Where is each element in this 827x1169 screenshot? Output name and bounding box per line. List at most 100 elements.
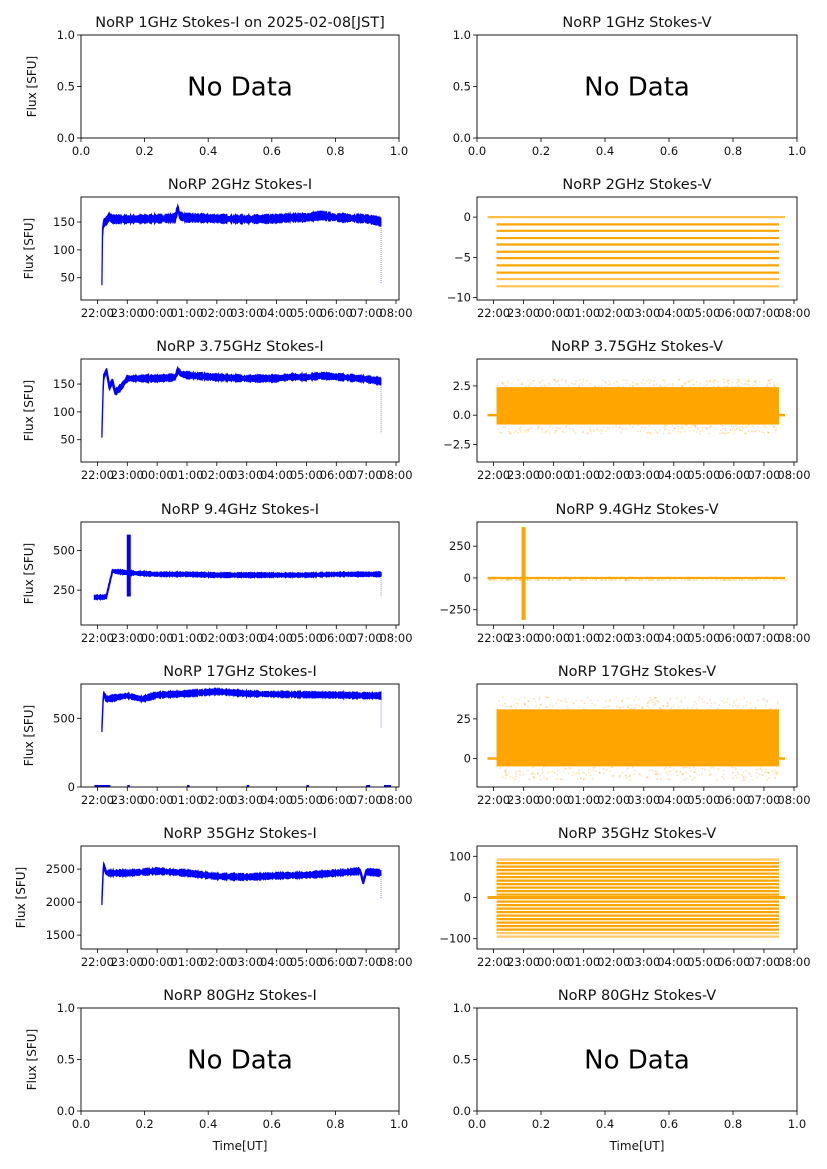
noise-point xyxy=(682,576,684,579)
x-tick-label: 08:00 xyxy=(379,631,412,645)
x-tick-label: 23:00 xyxy=(111,955,144,969)
noise-point xyxy=(714,702,716,704)
y-axis-label: Flux [SFU] xyxy=(25,1029,39,1090)
noise-point xyxy=(732,772,734,774)
noise-point xyxy=(506,578,509,581)
noise-point xyxy=(698,432,701,435)
noise-point xyxy=(747,430,750,432)
noise-point xyxy=(764,579,766,581)
noise-point xyxy=(752,425,754,428)
noise-point xyxy=(701,773,703,775)
noise-point xyxy=(733,702,735,704)
noise-point xyxy=(767,431,770,434)
noise-point xyxy=(713,386,715,388)
noise-point xyxy=(656,576,659,579)
noise-point xyxy=(735,579,737,581)
noise-point xyxy=(500,432,502,434)
x-tick-label: 01:00 xyxy=(567,793,600,807)
noise-point xyxy=(524,704,526,706)
x-tick-label: 01:00 xyxy=(170,306,203,320)
noise-point xyxy=(543,766,545,768)
x-tick-label: 04:00 xyxy=(657,631,690,645)
noise-point xyxy=(698,386,701,388)
noise-point xyxy=(638,579,640,581)
noise-point xyxy=(610,579,613,581)
noise-point xyxy=(730,425,733,427)
noise-point xyxy=(750,775,753,777)
noise-point xyxy=(672,705,675,707)
noise-point xyxy=(727,579,730,581)
noise-point xyxy=(751,779,753,781)
noise-point xyxy=(494,576,496,578)
noise-point xyxy=(528,579,530,581)
noise-point xyxy=(527,379,529,382)
noise-point xyxy=(701,579,703,581)
noise-point xyxy=(755,579,757,581)
noise-point xyxy=(754,576,757,578)
noise-point xyxy=(533,698,535,700)
noise-point xyxy=(714,576,716,579)
noise-point xyxy=(765,576,768,578)
noise-point xyxy=(666,576,669,578)
noise-point xyxy=(508,579,511,581)
y-tick-label: 0.5 xyxy=(57,1053,75,1067)
noise-point xyxy=(582,707,585,710)
noise-point xyxy=(676,709,678,711)
noise-point xyxy=(515,576,517,579)
noise-point xyxy=(669,579,671,581)
noise-point xyxy=(708,774,711,776)
noise-point xyxy=(528,576,530,579)
noise-point xyxy=(578,769,580,771)
noise-point xyxy=(568,429,571,431)
noise-point xyxy=(672,429,674,432)
noise-point xyxy=(774,777,777,780)
noise-point xyxy=(517,703,519,705)
noise-point xyxy=(720,432,723,434)
noise-point xyxy=(631,386,634,388)
noise-point xyxy=(506,705,508,708)
axes-frame xyxy=(80,358,400,463)
panel-17ghz-v: NoRP 17GHz Stokes-V 0 25 22:0023:0000:0001:… xyxy=(456,664,810,807)
noise-point xyxy=(709,576,711,578)
noise-point xyxy=(493,579,496,581)
y-axis-label: Flux [SFU] xyxy=(22,380,36,441)
noise-point xyxy=(530,427,532,429)
axes-frame xyxy=(80,521,400,626)
noise-point xyxy=(578,386,580,388)
noise-point xyxy=(558,384,560,386)
noise-point xyxy=(611,576,614,579)
x-tick-label: 01:00 xyxy=(170,955,203,969)
noise-point xyxy=(532,766,534,768)
noise-point xyxy=(766,385,769,387)
noise-point xyxy=(547,428,550,430)
noise-point xyxy=(528,384,531,386)
noise-point xyxy=(687,576,689,579)
noise-point xyxy=(669,432,671,435)
noise-point xyxy=(568,427,570,429)
noise-point xyxy=(554,380,556,382)
noise-point xyxy=(583,778,585,781)
noise-point xyxy=(523,702,526,704)
noise-point xyxy=(570,576,572,578)
noise-point xyxy=(600,428,602,431)
panel-94ghz-v: NoRP 9.4GHz Stokes-V −250 0 250 22:0023:0000… xyxy=(439,502,810,645)
noise-point xyxy=(663,579,665,581)
noise-point xyxy=(501,381,503,384)
panel-title: NoRP 3.75GHz Stokes-I xyxy=(156,339,323,355)
noise-point xyxy=(736,427,738,430)
y-tick-label: 1.0 xyxy=(453,1001,471,1015)
noise-point xyxy=(555,429,558,432)
noise-point xyxy=(547,579,550,581)
noise-point xyxy=(647,431,650,433)
x-tick-label: 1.0 xyxy=(390,1117,408,1131)
noise-point xyxy=(679,576,682,579)
x-tick-label: 05:00 xyxy=(290,955,323,969)
noise-point xyxy=(565,426,567,428)
noise-point xyxy=(555,430,557,432)
noise-point xyxy=(759,579,761,581)
noise-point xyxy=(654,773,657,775)
y-tick-label: 0 xyxy=(464,891,471,905)
panel-title: NoRP 35GHz Stokes-I xyxy=(163,826,317,842)
noise-point xyxy=(660,576,662,579)
